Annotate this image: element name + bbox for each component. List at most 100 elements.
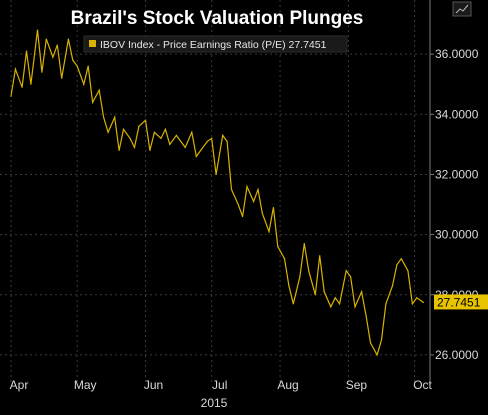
data-point <box>56 44 58 46</box>
data-point <box>169 143 171 145</box>
data-point <box>21 86 23 88</box>
y-tick-label: 34.0000 <box>435 107 479 121</box>
data-point <box>283 258 286 260</box>
data-point <box>118 149 120 151</box>
data-point <box>350 276 352 278</box>
data-point <box>416 297 418 299</box>
data-point <box>411 303 413 305</box>
x-tick-label: Jun <box>144 378 163 392</box>
data-point <box>376 354 378 356</box>
data-point <box>391 285 394 287</box>
x-tick-label: Jul <box>212 378 227 392</box>
x-tick-label: May <box>74 378 97 392</box>
data-point <box>252 200 255 203</box>
chart-settings-icon[interactable] <box>452 1 472 17</box>
data-point <box>129 137 131 139</box>
data-point <box>30 83 32 85</box>
data-point <box>76 65 78 67</box>
data-point <box>345 270 347 272</box>
data-point <box>191 131 193 133</box>
y-axis-ticks: 26.000028.000030.000032.000034.000036.00… <box>430 47 479 362</box>
legend-box <box>83 35 348 53</box>
data-point <box>14 68 17 70</box>
data-point <box>330 306 332 308</box>
data-points <box>10 29 424 356</box>
data-point <box>308 270 310 272</box>
x-axis-year: 2015 <box>201 396 228 410</box>
data-point <box>98 89 100 91</box>
data-point <box>237 203 239 206</box>
data-point <box>385 303 387 305</box>
legend-label: IBOV Index - Price Earnings Ratio (P/E) … <box>100 39 327 51</box>
data-point <box>261 212 264 215</box>
data-point <box>323 291 325 293</box>
y-tick-label: 36.0000 <box>435 47 479 61</box>
data-point <box>338 303 341 305</box>
data-point <box>222 134 224 136</box>
data-point <box>184 146 186 148</box>
data-point <box>407 270 409 272</box>
data-point <box>107 131 109 133</box>
data-point <box>164 128 166 130</box>
data-point <box>226 140 228 142</box>
data-point <box>365 315 367 317</box>
data-point <box>160 137 162 139</box>
legend: IBOV Index - Price Earnings Ratio (P/E) … <box>83 35 348 53</box>
data-point <box>144 119 147 121</box>
data-point <box>41 71 43 73</box>
data-point <box>268 231 270 233</box>
data-point <box>380 339 383 341</box>
x-tick-label: Aug <box>277 378 298 392</box>
data-point <box>334 297 336 299</box>
data-point <box>361 291 363 293</box>
y-tick-label: 32.0000 <box>435 167 479 181</box>
data-point <box>52 56 54 58</box>
last-value-label: 27.7451 <box>437 295 481 309</box>
legend-swatch <box>89 40 96 47</box>
data-point <box>153 131 155 133</box>
data-point <box>10 95 12 97</box>
data-point <box>200 149 202 151</box>
last-value-tag: 27.7451 <box>434 294 488 310</box>
data-point <box>354 306 356 308</box>
data-point <box>314 294 316 296</box>
data-point <box>175 134 178 136</box>
data-point <box>87 65 89 67</box>
grid <box>0 0 430 385</box>
data-point <box>230 188 233 191</box>
data-point <box>114 116 116 118</box>
data-point <box>206 140 208 142</box>
data-point <box>83 83 85 85</box>
data-point <box>246 185 248 188</box>
data-point <box>215 173 217 176</box>
last-value-box <box>434 294 488 310</box>
x-tick-label: Apr <box>10 378 29 392</box>
data-point <box>369 342 372 344</box>
x-axis-ticks: Apr May Jun Jul Aug Sep Oct <box>10 378 433 392</box>
data-point <box>36 29 39 31</box>
data-point <box>241 215 244 218</box>
data-point <box>195 155 197 158</box>
y-tick-label: 30.0000 <box>435 228 479 242</box>
data-point <box>180 140 182 142</box>
data-point <box>67 38 69 40</box>
data-point <box>303 243 305 245</box>
data-point <box>400 258 402 260</box>
data-point <box>122 128 125 130</box>
data-point <box>138 125 140 127</box>
data-point <box>149 149 151 151</box>
x-tick-label: Sep <box>346 378 368 392</box>
data-point <box>45 38 47 40</box>
data-point <box>211 137 213 139</box>
data-point <box>61 77 63 79</box>
chart-title: Brazil's Stock Valuation Plunges <box>71 8 364 29</box>
data-point <box>92 101 94 103</box>
data-point <box>319 255 321 257</box>
data-point <box>396 264 398 266</box>
data-point <box>133 146 136 148</box>
data-point <box>299 276 301 278</box>
data-point <box>272 206 275 209</box>
data-point <box>277 246 279 248</box>
series-line <box>10 30 424 357</box>
